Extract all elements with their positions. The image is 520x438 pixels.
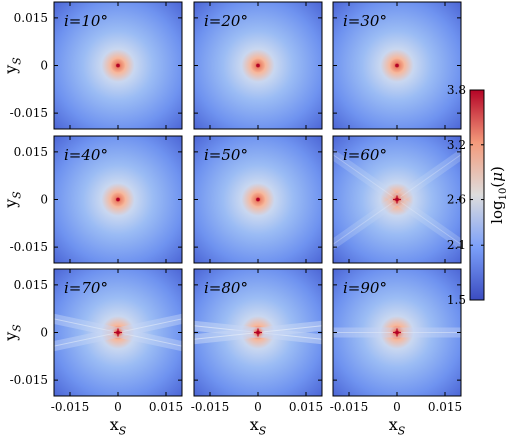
y-tick-label: 0: [40, 193, 48, 207]
panel-9: i=90° -0.015 0 0.015 xS: [330, 268, 462, 437]
colorbar: 3.8 3.2 2.6 2.1 1.5 log10(μ): [447, 83, 509, 307]
panel-8: i=80° -0.015 0 0.015 xS: [191, 268, 323, 437]
panel-6: i=60°: [332, 135, 462, 264]
x-axis-label: xS: [389, 415, 405, 437]
panel-label: i=40°: [64, 146, 108, 164]
x-tick-label: -0.015: [191, 400, 229, 414]
peak-core: [116, 197, 120, 202]
colorbar-tick-label: 2.1: [447, 238, 466, 252]
panel-label: i=60°: [343, 146, 387, 164]
peak-core: [256, 63, 260, 68]
panel-5: i=50°: [193, 135, 323, 264]
colorbar-scale: [469, 89, 485, 301]
panel-1: i=10° 0.015 0 -0.015 yS: [1, 1, 183, 130]
y-tick-label: 0.015: [14, 145, 48, 159]
panel-label: i=70°: [64, 279, 108, 297]
y-tick-label: -0.015: [10, 373, 48, 387]
x-tick-label: 0: [114, 400, 122, 414]
x-tick-label: 0: [254, 400, 262, 414]
colorbar-tick-label: 2.6: [447, 193, 466, 207]
x-tick-label: -0.015: [330, 400, 368, 414]
y-tick-label: -0.015: [10, 106, 48, 120]
y-tick-label: 0.015: [14, 11, 48, 25]
peak-core: [395, 63, 399, 68]
panel-label: i=20°: [204, 12, 248, 30]
peak-core: [116, 63, 120, 68]
panel-3: i=30°: [332, 1, 462, 130]
y-tick-label: 0: [40, 59, 48, 73]
panel-4: i=40° 0.015 0 -0.015 yS: [1, 135, 183, 264]
panel-label: i=30°: [343, 12, 387, 30]
x-tick-label: 0.015: [289, 400, 323, 414]
y-tick-label: 0.015: [14, 278, 48, 292]
x-tick-label: -0.015: [51, 400, 89, 414]
y-axis-label: yS: [1, 57, 23, 75]
peak-core: [256, 197, 260, 202]
panel-label: i=90°: [343, 279, 387, 297]
x-axis-label: xS: [110, 415, 126, 437]
colorbar-tick-label: 3.8: [447, 83, 466, 97]
panel-label: i=80°: [204, 279, 248, 297]
y-tick-label: 0: [40, 326, 48, 340]
panel-label: i=50°: [204, 146, 248, 164]
panel-7: i=70° 0.015 0 -0.015 yS -0.015 0 0.015 xS: [1, 268, 183, 437]
colorbar-tick-label: 1.5: [447, 293, 466, 307]
panel-2: i=20°: [193, 1, 323, 130]
colorbar-label: log10(μ): [488, 166, 509, 224]
x-tick-label: 0: [393, 400, 401, 414]
colorbar-tick-label: 3.2: [447, 138, 466, 152]
x-tick-label: 0.015: [149, 400, 183, 414]
x-axis-label: xS: [250, 415, 266, 437]
y-tick-label: -0.015: [10, 240, 48, 254]
y-axis-label: yS: [1, 191, 23, 209]
x-tick-label: 0.015: [428, 400, 462, 414]
y-axis-label: yS: [1, 324, 23, 342]
panel-label: i=10°: [64, 12, 108, 30]
